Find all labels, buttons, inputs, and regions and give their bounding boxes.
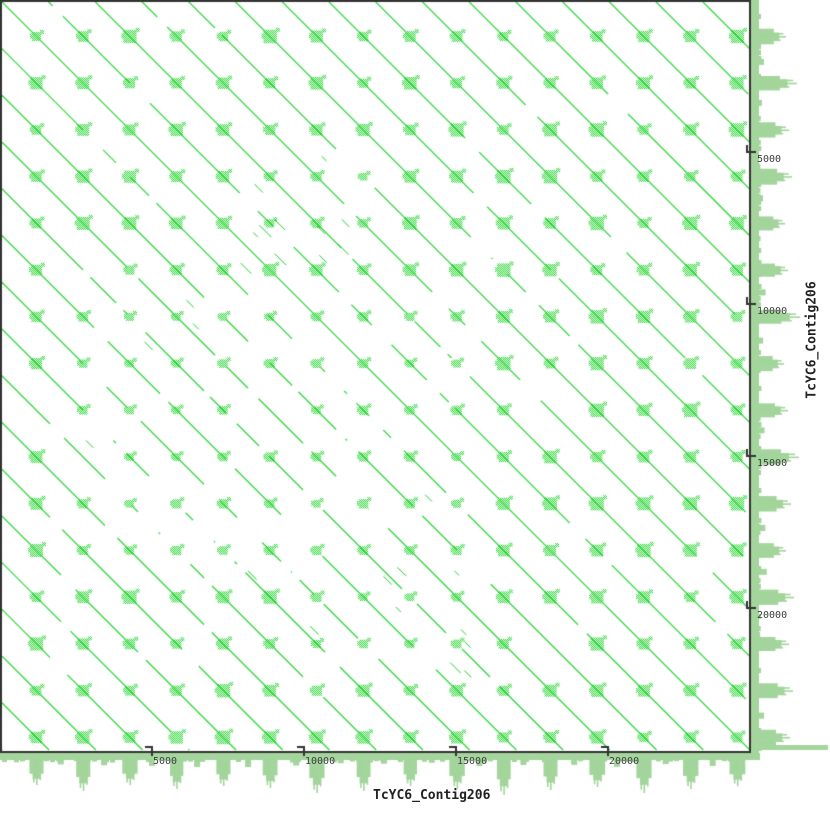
x-tick-label: 5000 [153,756,178,767]
y-tick-label: 20000 [757,610,788,621]
y-tick-label: 15000 [757,458,788,469]
y-tick-label: 5000 [757,154,782,165]
y-tick-label: 10000 [757,306,788,317]
x-tick-label: 20000 [609,756,640,767]
x-tick-label: 15000 [457,756,488,767]
x-tick-label: 10000 [305,756,336,767]
x-axis-title: TcYC6_Contig206 [373,788,491,803]
y-axis-title: TcYC6_Contig206 [804,281,820,399]
